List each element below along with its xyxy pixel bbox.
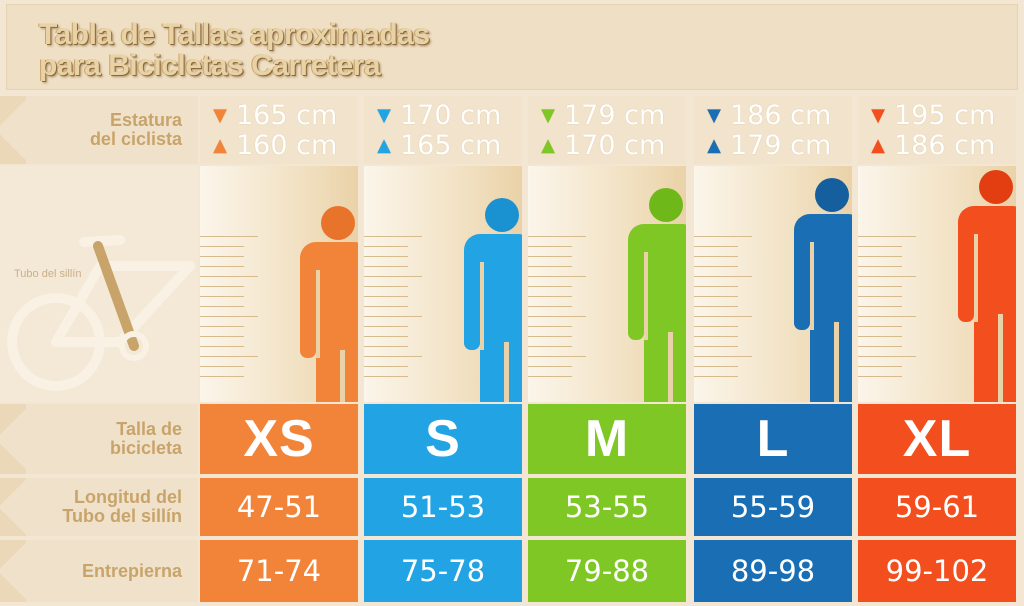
size-label-m: M: [528, 404, 686, 474]
height-max-m: ▼ 179 cm: [538, 99, 686, 131]
label-size: Talla de bicicleta: [0, 404, 198, 474]
person-silhouette-icon: [300, 206, 358, 402]
inseam-xl: 99-102: [858, 540, 1016, 602]
figure-cell-s: [364, 166, 522, 402]
inseam-m: 79-88: [528, 540, 686, 602]
height-range-s: ▼ 170 cm ▲ 165 cm: [364, 96, 522, 164]
label-height-line-2: del ciclista: [89, 129, 182, 149]
triangle-up-icon: ▲: [707, 134, 721, 156]
seat-tube-m: 53-55: [528, 478, 686, 536]
triangle-down-icon: ▼: [213, 104, 227, 126]
seat-tube-s: 51-53: [364, 478, 522, 536]
height-max-value: 170 cm: [400, 99, 502, 131]
label-tube-line-2: Tubo del sillín: [62, 506, 182, 526]
figure-cell-xl: [858, 166, 1016, 402]
height-min-value: 179 cm: [730, 129, 832, 161]
height-max-value: 179 cm: [564, 99, 666, 131]
size-label-xl: XL: [858, 404, 1016, 474]
height-min-value: 186 cm: [894, 129, 996, 161]
height-ruler: [200, 236, 260, 386]
size-label-s: S: [364, 404, 522, 474]
label-tube: Longitud del Tubo del sillín: [0, 478, 198, 536]
triangle-up-icon: ▲: [871, 134, 885, 156]
page-title: Tabla de Tallas aproximadas para Bicicle…: [39, 19, 430, 81]
person-silhouette-icon: [794, 178, 852, 402]
label-tube-line-1: Longitud del: [74, 487, 182, 507]
person-silhouette-icon: [958, 170, 1016, 402]
person-silhouette-icon: [464, 198, 522, 402]
height-min-value: 165 cm: [400, 129, 502, 161]
height-range-xl: ▼ 195 cm ▲ 186 cm: [858, 96, 1016, 164]
label-inseam-text: Entrepierna: [81, 560, 182, 581]
height-range-m: ▼ 179 cm ▲ 170 cm: [528, 96, 686, 164]
seat-tube-xs: 47-51: [200, 478, 358, 536]
inseam-xs: 71-74: [200, 540, 358, 602]
triangle-down-icon: ▼: [871, 104, 885, 126]
figure-cell-xs: [200, 166, 358, 402]
height-min-value: 160 cm: [236, 129, 338, 161]
height-min-xl: ▲ 186 cm: [868, 129, 1016, 161]
label-height: Estatura del ciclista: [0, 96, 198, 164]
seat-tube-l: 55-59: [694, 478, 852, 536]
height-max-xs: ▼ 165 cm: [210, 99, 358, 131]
height-max-l: ▼ 186 cm: [704, 99, 852, 131]
bike-illustration: [0, 166, 198, 402]
triangle-down-icon: ▼: [707, 104, 721, 126]
height-ruler: [364, 236, 424, 386]
height-range-xs: ▼ 165 cm ▲ 160 cm: [200, 96, 358, 164]
triangle-up-icon: ▲: [213, 134, 227, 156]
person-silhouette-icon: [628, 188, 686, 402]
size-label-xs: XS: [200, 404, 358, 474]
height-min-s: ▲ 165 cm: [374, 129, 522, 161]
title-band: Tabla de Tallas aproximadas para Bicicle…: [6, 4, 1018, 90]
figure-cell-l: [694, 166, 852, 402]
label-inseam: Entrepierna: [0, 540, 198, 602]
height-max-s: ▼ 170 cm: [374, 99, 522, 131]
seat-tube-highlight: [93, 241, 139, 351]
bicycle-icon: [7, 235, 195, 391]
label-height-line-1: Estatura: [109, 110, 182, 130]
inseam-s: 75-78: [364, 540, 522, 602]
height-min-xs: ▲ 160 cm: [210, 129, 358, 161]
height-range-l: ▼ 186 cm ▲ 179 cm: [694, 96, 852, 164]
height-max-value: 195 cm: [894, 99, 996, 131]
height-ruler: [858, 236, 918, 386]
seat-tube-xl: 59-61: [858, 478, 1016, 536]
height-ruler: [694, 236, 754, 386]
height-min-m: ▲ 170 cm: [538, 129, 686, 161]
height-min-value: 170 cm: [564, 129, 666, 161]
title-line-2: para Bicicletas Carretera: [39, 49, 381, 82]
size-label-l: L: [694, 404, 852, 474]
height-max-xl: ▼ 195 cm: [868, 99, 1016, 131]
height-max-value: 186 cm: [730, 99, 832, 131]
triangle-up-icon: ▲: [541, 134, 555, 156]
height-min-l: ▲ 179 cm: [704, 129, 852, 161]
height-max-value: 165 cm: [236, 99, 338, 131]
triangle-down-icon: ▼: [377, 104, 391, 126]
bike-tube-label: Tubo del sillín: [14, 268, 82, 280]
inseam-l: 89-98: [694, 540, 852, 602]
triangle-up-icon: ▲: [377, 134, 391, 156]
label-size-line-1: Talla de: [116, 419, 182, 439]
title-line-1: Tabla de Tallas aproximadas: [39, 18, 430, 51]
height-ruler: [528, 236, 588, 386]
figure-cell-m: [528, 166, 686, 402]
label-size-line-2: bicicleta: [109, 438, 182, 458]
triangle-down-icon: ▼: [541, 104, 555, 126]
